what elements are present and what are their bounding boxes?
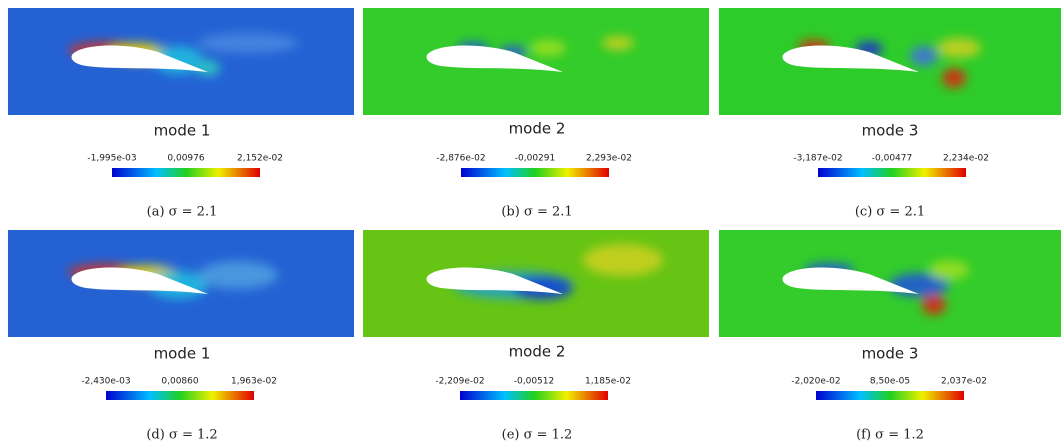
colorbar-max: 2,152e-02 — [237, 154, 283, 164]
flow-structure — [942, 68, 966, 88]
flow-structure — [196, 60, 220, 76]
colorbar — [461, 168, 609, 177]
caption: (a) σ = 2.1 — [147, 205, 218, 220]
flow-structure — [922, 295, 946, 315]
colorbar — [816, 391, 964, 400]
colorbar-mid: 8,50e-05 — [870, 377, 910, 387]
mode-title: mode 3 — [862, 122, 919, 140]
colorbar-min: -3,187e-02 — [793, 154, 842, 164]
caption: (d) σ = 1.2 — [146, 428, 217, 443]
flow-field — [363, 230, 710, 337]
colorbar-mid: 0,00860 — [161, 377, 198, 387]
flow-field — [719, 8, 1061, 115]
caption: (e) σ = 1.2 — [502, 428, 573, 443]
caption: (c) σ = 2.1 — [855, 205, 925, 220]
colorbar — [460, 391, 608, 400]
colorbar-max: 2,234e-02 — [943, 154, 989, 164]
colorbar — [112, 168, 260, 177]
colorbar-min: -2,209e-02 — [435, 377, 484, 387]
flow-field — [8, 230, 355, 337]
colorbar-mid: -0,00477 — [872, 154, 912, 164]
colorbar-max: 2,293e-02 — [586, 154, 632, 164]
mode-title: mode 2 — [509, 120, 566, 138]
flow-structure — [929, 260, 969, 280]
caption: (b) σ = 2.1 — [501, 205, 572, 220]
flow-structure — [198, 33, 298, 53]
flow-field — [363, 8, 710, 115]
caption: (f) σ = 1.2 — [856, 428, 924, 443]
colorbar-max: 1,185e-02 — [585, 377, 631, 387]
flow-structure — [530, 40, 566, 56]
colorbar-max: 1,963e-02 — [231, 377, 277, 387]
colorbar-max: 2,037e-02 — [941, 377, 987, 387]
colorbar-mid: -0,00291 — [515, 154, 555, 164]
colorbar-min: -2,020e-02 — [791, 377, 840, 387]
mode-title: mode 1 — [154, 122, 211, 140]
mode-title: mode 3 — [862, 345, 919, 363]
colorbar-min: -2,876e-02 — [436, 154, 485, 164]
flow-structure — [602, 36, 634, 50]
flow-field — [8, 8, 355, 115]
colorbar-mid: 0,00976 — [167, 154, 204, 164]
colorbar-mid: -0,00512 — [514, 377, 554, 387]
colorbar-min: -2,430e-03 — [81, 377, 130, 387]
flow-structure — [910, 46, 938, 66]
flow-structure — [198, 261, 278, 289]
flow-structure — [583, 244, 663, 276]
colorbar — [106, 391, 254, 400]
mode-title: mode 1 — [154, 345, 211, 363]
colorbar — [818, 168, 966, 177]
flow-field — [719, 230, 1061, 337]
colorbar-min: -1,995e-03 — [87, 154, 136, 164]
flow-structure — [937, 38, 981, 58]
figure: mode 1 -1,995e-03 0,00976 2,152e-02 (a) σ = … — [0, 0, 1061, 446]
mode-title: mode 2 — [509, 343, 566, 361]
